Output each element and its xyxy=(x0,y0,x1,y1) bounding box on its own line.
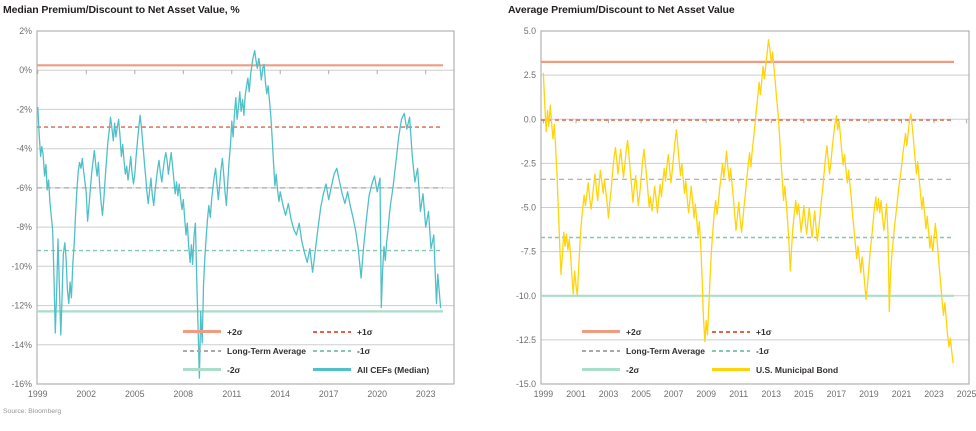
longterm-average-line-swatch xyxy=(582,349,620,352)
x-tick-label: 2020 xyxy=(367,389,387,399)
x-tick-label: 2014 xyxy=(270,389,290,399)
legend-label: +1σ xyxy=(357,326,373,337)
y-tick-label: -8% xyxy=(16,222,32,232)
x-tick-label: 2019 xyxy=(859,389,879,399)
x-tick-label: 2003 xyxy=(599,389,619,399)
legend-item-minus2sigma: -2σ xyxy=(582,365,712,375)
average-premium-plot-area: 5.0 2.5 0.0 -2.5 -5.0 -7.5 -10.0 -12.5 -15.01999… xyxy=(516,26,976,399)
x-tick-label: 2021 xyxy=(892,389,912,399)
legend-label: U.S. Municipal Bond xyxy=(756,364,839,375)
legend-label: +2σ xyxy=(626,326,642,337)
longterm-average-line-swatch xyxy=(183,349,221,352)
minus1sigma-line-swatch xyxy=(313,349,351,352)
legend-label: -1σ xyxy=(357,345,371,356)
minus2sigma-line-swatch xyxy=(183,368,221,371)
legend-item-all-cefs-median: All CEFs (Median) xyxy=(313,365,429,375)
legend-item-longterm-average: Long-Term Average xyxy=(582,346,712,356)
x-tick-label: 2002 xyxy=(77,389,97,399)
y-tick-label: -10% xyxy=(11,261,32,271)
legend-item-minus2sigma: -2σ xyxy=(183,365,313,375)
x-tick-label: 2017 xyxy=(827,389,847,399)
minus1sigma-line-swatch xyxy=(712,349,750,352)
y-tick-label: 0% xyxy=(19,65,32,75)
plot-border xyxy=(36,30,455,385)
y-tick-label: 2% xyxy=(19,26,32,36)
legend-label: Long-Term Average xyxy=(626,345,706,356)
y-tick-label: -4% xyxy=(16,144,32,154)
x-tick-label: 2015 xyxy=(794,389,814,399)
median-premium-chart: Median Premium/Discount to Net Asset Val… xyxy=(3,4,455,399)
data-series-line xyxy=(37,49,442,379)
all-cefs-series-swatch xyxy=(313,368,351,371)
y-tick-label: -16% xyxy=(11,379,32,389)
x-tick-label: 2001 xyxy=(566,389,586,399)
legend-item-plus2sigma: +2σ xyxy=(582,327,712,337)
plus2sigma-line-swatch xyxy=(183,330,221,333)
plot-border xyxy=(540,30,970,385)
x-tick-label: 2013 xyxy=(762,389,782,399)
minus2sigma-line-swatch xyxy=(582,368,620,371)
plus2sigma-line-swatch xyxy=(582,330,620,333)
y-tick-label: -6% xyxy=(16,183,32,193)
x-tick-label: 2011 xyxy=(729,389,748,399)
legend-item-minus1sigma: -1σ xyxy=(313,346,429,356)
plus1sigma-line-swatch xyxy=(313,330,351,333)
x-tick-label: 2011 xyxy=(222,389,241,399)
legend-item-plus1sigma: +1σ xyxy=(313,327,429,337)
x-tick-label: 2017 xyxy=(319,389,339,399)
legend-label: -2σ xyxy=(626,364,640,375)
chart-title-average: Average Premium/Discount to Net Asset Va… xyxy=(508,4,735,16)
legend-label: All CEFs (Median) xyxy=(357,364,430,375)
legend-item-plus1sigma: +1σ xyxy=(712,327,838,337)
plus1sigma-line-swatch xyxy=(712,330,750,333)
x-tick-label: 2023 xyxy=(924,389,944,399)
y-tick-label: -10.0 xyxy=(516,291,536,301)
legend-item-minus1sigma: -1σ xyxy=(712,346,838,356)
x-tick-label: 2009 xyxy=(696,389,716,399)
chart-title-median: Median Premium/Discount to Net Asset Val… xyxy=(3,4,240,16)
legend-label: -2σ xyxy=(227,364,241,375)
average-premium-chart: Average Premium/Discount to Net Asset Va… xyxy=(488,0,976,431)
legend-label: -1σ xyxy=(756,345,770,356)
y-tick-label: -5.0 xyxy=(521,203,536,213)
y-tick-label: 2.5 xyxy=(524,70,536,80)
x-tick-label: 1999 xyxy=(28,389,48,399)
legend-item-longterm-average: Long-Term Average xyxy=(183,346,313,356)
legend-item-plus2sigma: +2σ xyxy=(183,327,313,337)
x-tick-label: 2008 xyxy=(174,389,194,399)
y-tick-label: -12.5 xyxy=(516,335,536,345)
legend-median-chart: +2σ +1σ Long-Term Average -1σ -2σ All CE… xyxy=(183,322,429,379)
legend-label: +2σ xyxy=(227,326,243,337)
y-tick-label: 0.0 xyxy=(524,114,536,124)
legend-item-us-municipal-bond: U.S. Municipal Bond xyxy=(712,365,838,375)
legend-label: +1σ xyxy=(756,326,772,337)
x-tick-label: 2005 xyxy=(631,389,651,399)
source-note: Source: Bloomberg xyxy=(3,408,62,415)
y-tick-label: 5.0 xyxy=(524,26,536,36)
y-tick-label: -7.5 xyxy=(521,247,536,257)
legend-label: Long-Term Average xyxy=(227,345,307,356)
median-premium-plot-area: 2% 0% -2% -4% -6% -8% -10% -12% -14% -16%1999 2002… xyxy=(11,26,455,399)
y-tick-label: -15.0 xyxy=(516,379,536,389)
y-tick-label: -2% xyxy=(16,104,32,114)
y-tick-label: -12% xyxy=(11,301,32,311)
x-tick-label: 1999 xyxy=(534,389,554,399)
legend-average-chart: +2σ +1σ Long-Term Average -1σ -2σ U.S. M… xyxy=(582,322,838,379)
x-tick-label: 2005 xyxy=(125,389,145,399)
x-tick-label: 2007 xyxy=(664,389,684,399)
y-tick-label: -14% xyxy=(11,340,32,350)
y-tick-label: -2.5 xyxy=(521,158,536,168)
x-tick-label: 2023 xyxy=(416,389,436,399)
us-municipal-bond-series-swatch xyxy=(712,368,750,371)
x-tick-label: 2025 xyxy=(957,389,976,399)
data-series-line xyxy=(542,39,954,364)
